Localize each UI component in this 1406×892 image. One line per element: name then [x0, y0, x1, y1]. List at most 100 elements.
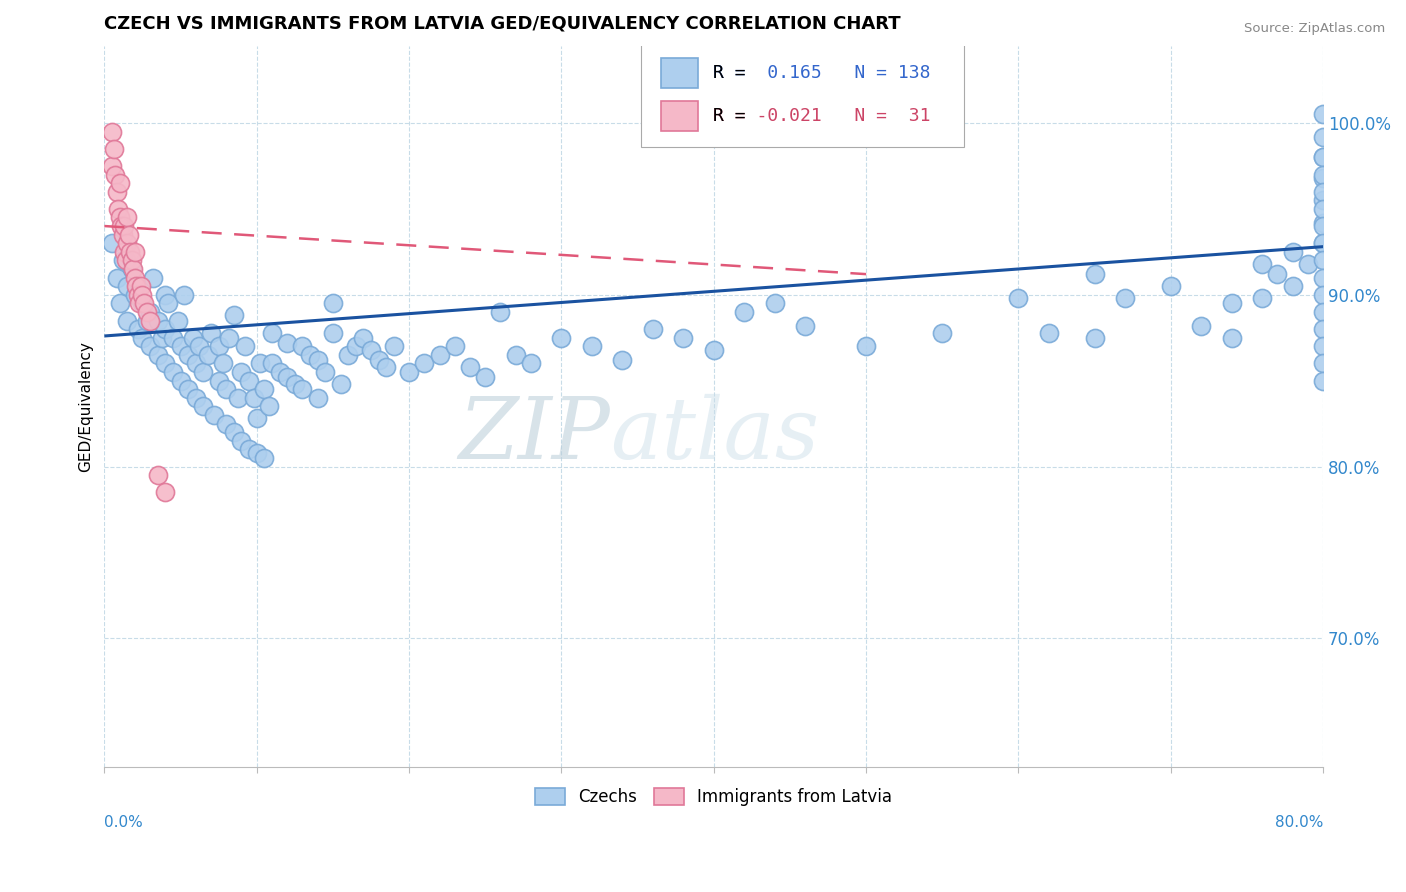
Point: [260, 326, 283, 340]
Point: [115, 313, 138, 327]
Point: [193, 365, 215, 379]
Point: [291, 339, 314, 353]
Point: [233, 339, 256, 353]
Point: [1312, 216, 1334, 230]
Point: [101, 124, 124, 138]
Point: [1312, 236, 1334, 251]
Point: [249, 356, 271, 370]
Point: [1312, 129, 1334, 144]
Point: [121, 253, 143, 268]
Point: [1312, 253, 1334, 268]
Point: [215, 417, 238, 431]
Point: [162, 331, 184, 345]
Point: [1251, 257, 1274, 271]
Legend: Czechs, Immigrants from Latvia: Czechs, Immigrants from Latvia: [529, 781, 898, 813]
Point: [1312, 194, 1334, 208]
Point: [197, 348, 219, 362]
Point: [115, 279, 138, 293]
Point: [1114, 291, 1136, 305]
Point: [136, 313, 159, 327]
Y-axis label: GED/Equivalency: GED/Equivalency: [79, 341, 93, 472]
Point: [169, 374, 191, 388]
FancyBboxPatch shape: [641, 42, 963, 146]
Point: [1312, 270, 1334, 285]
Point: [1220, 296, 1243, 310]
Point: [218, 331, 240, 345]
Point: [131, 296, 153, 310]
Point: [131, 331, 153, 345]
Point: [299, 348, 322, 362]
Point: [202, 408, 225, 422]
Point: [208, 339, 231, 353]
Point: [222, 309, 245, 323]
Point: [131, 287, 153, 301]
Point: [855, 339, 877, 353]
Point: [181, 331, 204, 345]
Text: R =  0.165   N = 138: R = 0.165 N = 138: [713, 64, 929, 82]
FancyBboxPatch shape: [661, 58, 697, 88]
Point: [641, 322, 664, 336]
Point: [314, 365, 336, 379]
Point: [238, 442, 260, 457]
Point: [1312, 339, 1334, 353]
Point: [276, 335, 298, 350]
Text: ZIP: ZIP: [458, 394, 610, 476]
Point: [367, 353, 389, 368]
Point: [307, 353, 329, 368]
Text: Source: ZipAtlas.com: Source: ZipAtlas.com: [1244, 22, 1385, 36]
Point: [1312, 305, 1334, 319]
Point: [375, 359, 398, 374]
Point: [1038, 326, 1060, 340]
Point: [794, 318, 817, 333]
Point: [1312, 236, 1334, 251]
Point: [166, 313, 188, 327]
Point: [398, 365, 420, 379]
Point: [146, 468, 169, 483]
Point: [253, 450, 276, 465]
Point: [115, 236, 138, 251]
Point: [177, 348, 200, 362]
Point: [763, 296, 786, 310]
Point: [413, 356, 436, 370]
Text: R =: R =: [713, 107, 756, 125]
Point: [443, 339, 465, 353]
Point: [931, 326, 953, 340]
Point: [291, 382, 314, 396]
Point: [111, 227, 134, 242]
Point: [112, 244, 135, 259]
Point: [114, 253, 136, 268]
Point: [111, 253, 134, 268]
Point: [1312, 150, 1334, 164]
Point: [581, 339, 603, 353]
Point: [489, 305, 512, 319]
Point: [1267, 267, 1289, 281]
Text: atlas: atlas: [610, 394, 820, 476]
Point: [1312, 168, 1334, 182]
Point: [1312, 287, 1334, 301]
Point: [246, 411, 269, 425]
Point: [162, 365, 184, 379]
Point: [257, 400, 280, 414]
Point: [146, 348, 169, 362]
Point: [107, 202, 129, 216]
Point: [132, 296, 155, 310]
Point: [127, 287, 149, 301]
Point: [101, 236, 124, 251]
Point: [474, 370, 496, 384]
Point: [184, 356, 207, 370]
Point: [177, 382, 200, 396]
Point: [269, 365, 291, 379]
Point: [139, 305, 162, 319]
Point: [505, 348, 527, 362]
Point: [222, 425, 245, 440]
Point: [550, 331, 572, 345]
Point: [155, 287, 177, 301]
Point: [344, 339, 367, 353]
Point: [1312, 107, 1334, 121]
Point: [155, 322, 177, 336]
Point: [155, 485, 177, 500]
Point: [108, 211, 131, 225]
Point: [187, 339, 209, 353]
Point: [157, 296, 180, 310]
Point: [360, 343, 382, 357]
